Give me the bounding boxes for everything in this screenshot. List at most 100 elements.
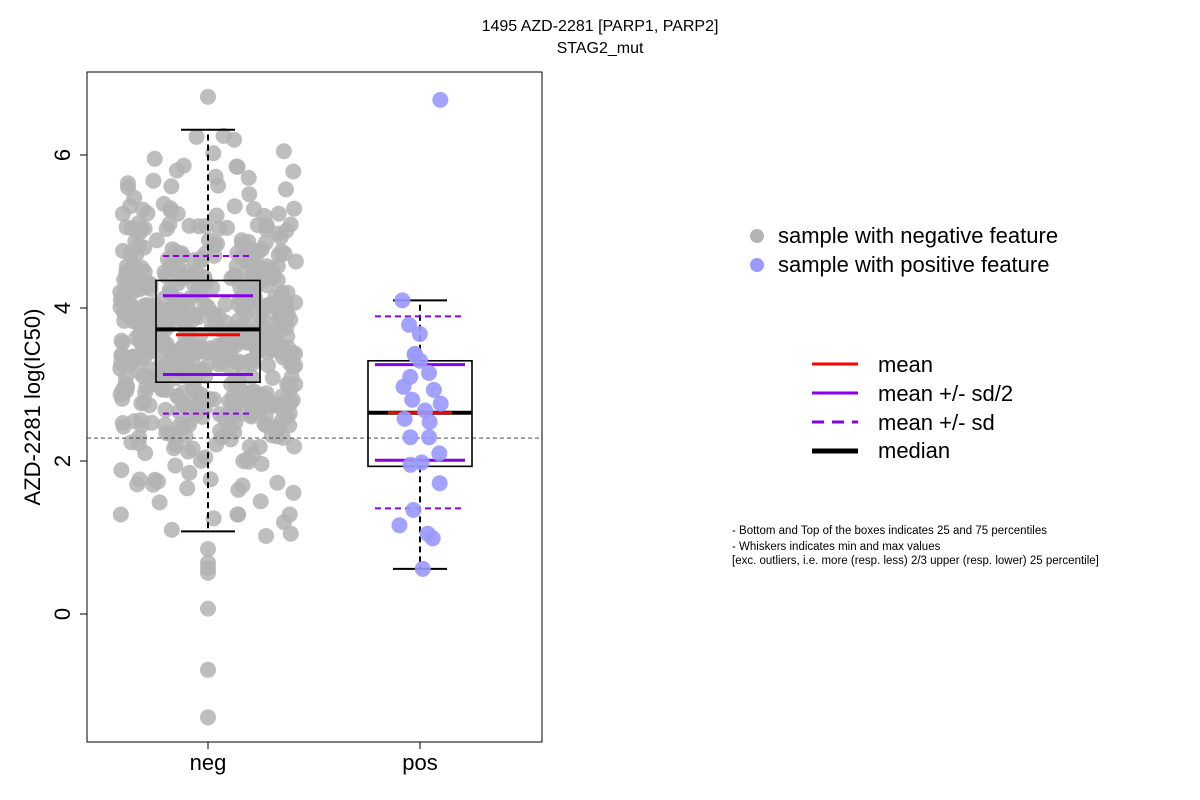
neg-sample-point <box>205 510 222 527</box>
neg-sample-point <box>256 389 273 406</box>
neg-sample-point <box>146 150 163 167</box>
neg-sample-point <box>131 471 148 488</box>
neg-sample-point <box>163 178 180 195</box>
neg-sample-point <box>119 175 136 192</box>
neg-sample-point <box>264 369 281 386</box>
neg-sample-point <box>115 242 131 259</box>
legend-marker-negative <box>750 229 764 243</box>
neg-sample-point <box>218 314 234 331</box>
neg-sample-point <box>178 264 195 281</box>
neg-sample-point <box>259 357 276 374</box>
legend-label-sd: mean +/- sd <box>878 410 995 435</box>
neg-sample-point <box>196 270 213 287</box>
neg-sample-point <box>205 145 222 162</box>
neg-sample-point <box>181 360 198 377</box>
neg-sample-point <box>112 292 129 308</box>
neg-sample-point <box>211 220 228 237</box>
neg-sample-point <box>175 384 192 401</box>
pos-sample-point <box>395 378 412 395</box>
neg-sample-point <box>151 494 168 511</box>
pos-sample-point <box>424 530 441 547</box>
neg-sample-point <box>227 267 243 284</box>
legend-label-mean: mean <box>878 352 934 377</box>
neg-sample-point <box>118 219 135 236</box>
pos-sample-point <box>414 560 431 577</box>
neg-sample-point <box>193 452 209 469</box>
neg-sample-point <box>208 207 225 224</box>
neg-sample-point <box>112 360 129 377</box>
legend-label-median: median <box>878 438 951 463</box>
neg-sample-point <box>202 471 219 488</box>
x-tick-label: pos <box>402 750 437 775</box>
neg-sample-point <box>279 397 296 413</box>
neg-sample-point <box>279 376 296 393</box>
pos-sample-point <box>411 326 428 342</box>
neg-sample-point <box>117 381 134 398</box>
neg-sample-point <box>211 406 228 423</box>
neg-sample-point <box>163 521 180 538</box>
neg-sample-point <box>200 541 216 557</box>
pos-sample-point <box>412 352 429 369</box>
note-outliers: [exc. outliers, i.e. more (resp. less) 2… <box>732 555 1099 567</box>
neg-sample-point <box>161 216 178 233</box>
neg-sample-point <box>287 253 304 270</box>
neg-sample-point <box>181 416 197 433</box>
neg-sample-point <box>146 471 163 488</box>
neg-sample-point <box>190 218 207 235</box>
y-tick-label: 4 <box>50 302 75 314</box>
x-tick-label: neg <box>190 750 227 775</box>
neg-sample-point <box>285 163 302 180</box>
neg-sample-point <box>245 201 262 217</box>
neg-sample-point <box>226 198 243 215</box>
y-tick-label: 6 <box>50 149 75 161</box>
pos-sample-point <box>404 391 421 408</box>
neg-sample-point <box>239 330 256 347</box>
neg-sample-point <box>158 382 175 399</box>
neg-sample-point <box>238 254 255 271</box>
neg-sample-point <box>200 344 216 361</box>
neg-sample-point <box>197 359 214 376</box>
neg-sample-point <box>275 143 292 160</box>
neg-sample-point <box>238 305 255 322</box>
neg-sample-point <box>148 232 165 249</box>
legend-label-half-sd: mean +/- sd/2 <box>878 381 1014 406</box>
neg-sample-point <box>251 438 268 455</box>
legend-label-positive: sample with positive feature <box>778 252 1050 277</box>
neg-sample-point <box>270 205 287 222</box>
neg-sample-point <box>175 157 192 174</box>
neg-sample-point <box>118 258 135 275</box>
pos-sample-point <box>421 414 438 430</box>
neg-sample-point <box>160 341 177 358</box>
neg-sample-point <box>219 357 236 374</box>
neg-sample-point <box>114 415 131 431</box>
neg-sample-point <box>114 346 131 363</box>
neg-sample-point <box>141 397 158 414</box>
neg-sample-point <box>286 438 303 455</box>
neg-sample-point <box>153 354 170 371</box>
neg-sample-point <box>258 528 275 544</box>
pos-sample-point <box>432 395 449 412</box>
neg-sample-point <box>174 294 190 311</box>
neg-sample-point <box>131 237 147 254</box>
neg-sample-point <box>160 312 176 329</box>
y-axis-label: AZD-2281 log(IC50) <box>20 309 45 506</box>
pos-sample-point <box>405 502 422 518</box>
pos-sample-point <box>394 292 411 309</box>
neg-sample-point <box>136 220 153 237</box>
neg-sample-point <box>138 378 155 395</box>
neg-sample-point <box>244 355 261 372</box>
pos-sample-point <box>431 475 448 492</box>
neg-sample-point <box>240 169 257 186</box>
pos-sample-point <box>432 91 449 108</box>
y-tick-label: 0 <box>50 608 75 620</box>
neg-sample-point <box>269 474 286 491</box>
neg-sample-point <box>134 201 151 218</box>
pos-sample-point <box>396 410 413 427</box>
neg-sample-point <box>279 284 296 301</box>
neg-sample-point <box>281 355 298 372</box>
neg-sample-point <box>286 200 303 217</box>
neg-sample-point <box>167 457 184 474</box>
neg-sample-point <box>222 431 239 448</box>
neg-sample-point <box>126 189 143 206</box>
